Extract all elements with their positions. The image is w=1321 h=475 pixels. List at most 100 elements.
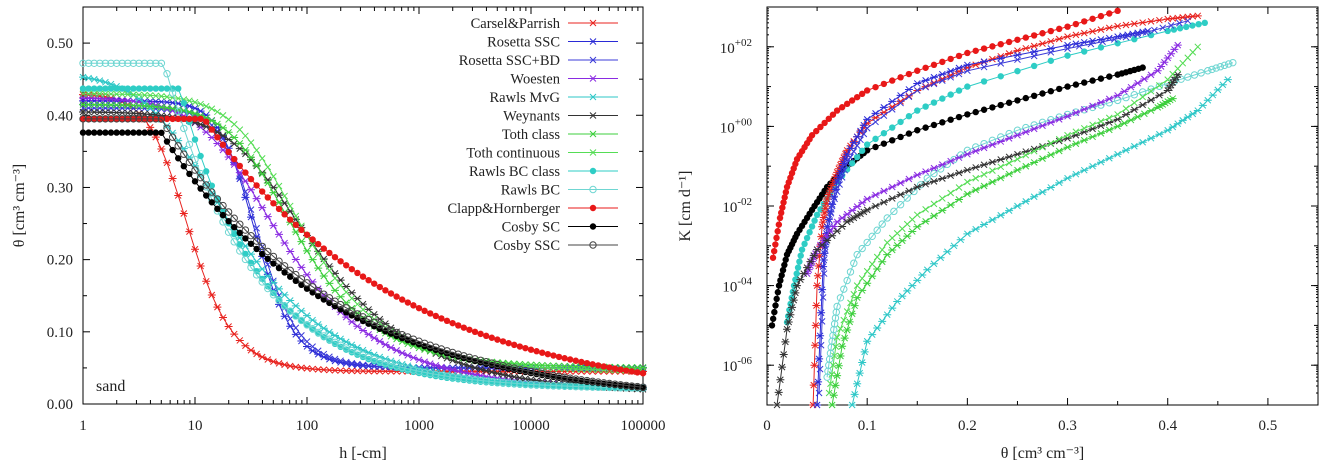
data-point — [1047, 48, 1055, 56]
data-point — [1155, 82, 1164, 90]
data-point — [91, 85, 98, 92]
data-point — [112, 115, 121, 123]
data-point — [989, 43, 996, 50]
data-point — [325, 294, 334, 302]
data-point — [1106, 10, 1113, 17]
data-point — [90, 115, 98, 123]
data-point — [792, 276, 799, 283]
legend-marker — [589, 204, 597, 212]
data-point — [291, 363, 300, 371]
data-point — [1005, 99, 1013, 106]
data-point — [219, 124, 227, 132]
data-point — [1183, 113, 1192, 121]
data-point — [107, 129, 115, 136]
data-point — [549, 371, 558, 380]
data-point — [342, 358, 350, 366]
data-point — [521, 380, 530, 388]
data-point — [499, 338, 507, 345]
data-point — [499, 361, 507, 370]
data-point — [1105, 114, 1113, 122]
data-point — [158, 129, 165, 136]
data-point — [1216, 62, 1225, 71]
data-point — [253, 224, 260, 232]
data-point — [863, 141, 871, 148]
data-point — [1064, 83, 1071, 90]
legend-marker — [589, 149, 597, 156]
data-point — [448, 373, 457, 381]
data-point — [923, 174, 931, 182]
data-point — [938, 161, 947, 168]
data-point — [85, 85, 92, 92]
data-point — [588, 377, 597, 386]
data-point — [840, 285, 848, 293]
data-point — [107, 90, 115, 98]
data-point — [850, 148, 858, 155]
data-point — [955, 154, 964, 162]
data-point — [264, 247, 272, 256]
data-point — [583, 366, 591, 373]
data-point — [275, 360, 283, 367]
data-point — [1088, 133, 1097, 141]
data-point — [511, 341, 518, 349]
data-point — [235, 145, 244, 152]
data-point — [538, 364, 546, 371]
data-point — [186, 170, 193, 178]
data-point — [989, 104, 996, 111]
data-point — [292, 277, 299, 285]
data-point — [1055, 85, 1063, 93]
data-point — [783, 325, 792, 333]
data-point — [253, 146, 260, 154]
data-point — [583, 359, 591, 367]
data-point — [203, 118, 210, 125]
data-point — [1174, 65, 1182, 73]
data-point — [230, 238, 238, 246]
data-point — [956, 151, 965, 159]
data-point — [1039, 30, 1046, 37]
data-point — [308, 324, 317, 333]
data-point — [863, 116, 872, 123]
data-point — [230, 330, 239, 338]
data-point — [1030, 125, 1039, 133]
data-point — [1021, 128, 1030, 136]
data-point — [772, 241, 779, 248]
data-point — [482, 367, 491, 375]
data-point — [348, 265, 355, 273]
data-point — [1204, 67, 1212, 75]
data-point — [455, 322, 462, 329]
tick-exponent: -02 — [737, 196, 752, 208]
data-point — [1105, 95, 1114, 103]
data-point — [913, 80, 922, 87]
data-point — [955, 64, 964, 72]
data-point — [297, 307, 306, 315]
data-point — [838, 174, 846, 181]
data-point — [808, 132, 816, 139]
data-point — [320, 350, 328, 358]
data-point — [897, 133, 904, 141]
data-point — [836, 294, 845, 302]
data-point — [922, 206, 929, 213]
data-point — [799, 270, 808, 277]
data-point — [791, 289, 800, 297]
data-point — [946, 67, 955, 75]
data-point — [152, 129, 159, 136]
data-point — [1193, 12, 1202, 20]
data-point — [946, 201, 955, 209]
data-point — [320, 296, 327, 303]
data-point — [185, 158, 194, 166]
data-point — [848, 97, 856, 104]
data-point — [1088, 28, 1097, 35]
data-point — [929, 212, 938, 220]
data-point — [980, 182, 989, 190]
data-point — [1170, 26, 1178, 33]
data-point — [797, 252, 804, 259]
data-point — [939, 119, 946, 126]
data-point — [838, 214, 847, 222]
data-point — [532, 368, 541, 377]
data-point — [833, 334, 841, 341]
data-point — [988, 141, 997, 149]
data-point — [1081, 79, 1088, 86]
data-point — [809, 381, 818, 389]
data-point — [963, 61, 972, 69]
data-point — [825, 115, 832, 122]
data-point — [939, 95, 946, 102]
